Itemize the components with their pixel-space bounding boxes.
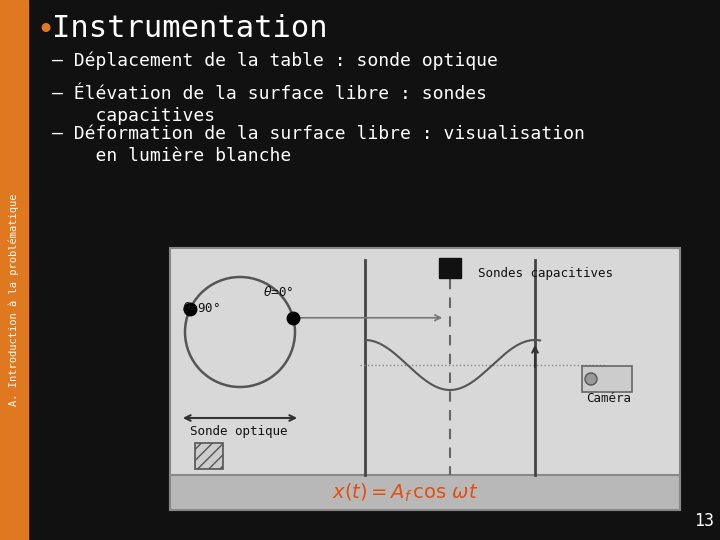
Text: $\theta$=90°: $\theta$=90° [182,301,220,315]
Bar [439,258,461,278]
Bar [195,443,223,469]
Text: Caméra: Caméra [587,392,631,405]
Text: 13: 13 [694,512,714,530]
Text: A. Introduction à la problématique: A. Introduction à la problématique [9,194,19,406]
Bar [0,0,28,540]
Text: Sonde optique: Sonde optique [190,425,287,438]
Text: – Déplacement de la table : sonde optique: – Déplacement de la table : sonde optiqu… [52,52,498,71]
Circle shape [585,373,597,385]
Text: $\theta$=0°: $\theta$=0° [263,285,294,299]
Text: – Élévation de la surface libre : sondes
    capacitives: – Élévation de la surface libre : sondes… [52,85,487,125]
Text: Instrumentation: Instrumentation [52,14,328,43]
Text: – Déformation de la surface libre : visualisation
    en lumière blanche: – Déformation de la surface libre : visu… [52,125,585,165]
Text: Sondes capacitives: Sondes capacitives [478,267,613,280]
Text: •: • [36,16,54,45]
Bar [170,248,680,510]
Bar [170,475,680,510]
Bar [582,366,632,392]
Text: $x(t)=A_f\,\cos\,\omega t$: $x(t)=A_f\,\cos\,\omega t$ [332,481,478,504]
